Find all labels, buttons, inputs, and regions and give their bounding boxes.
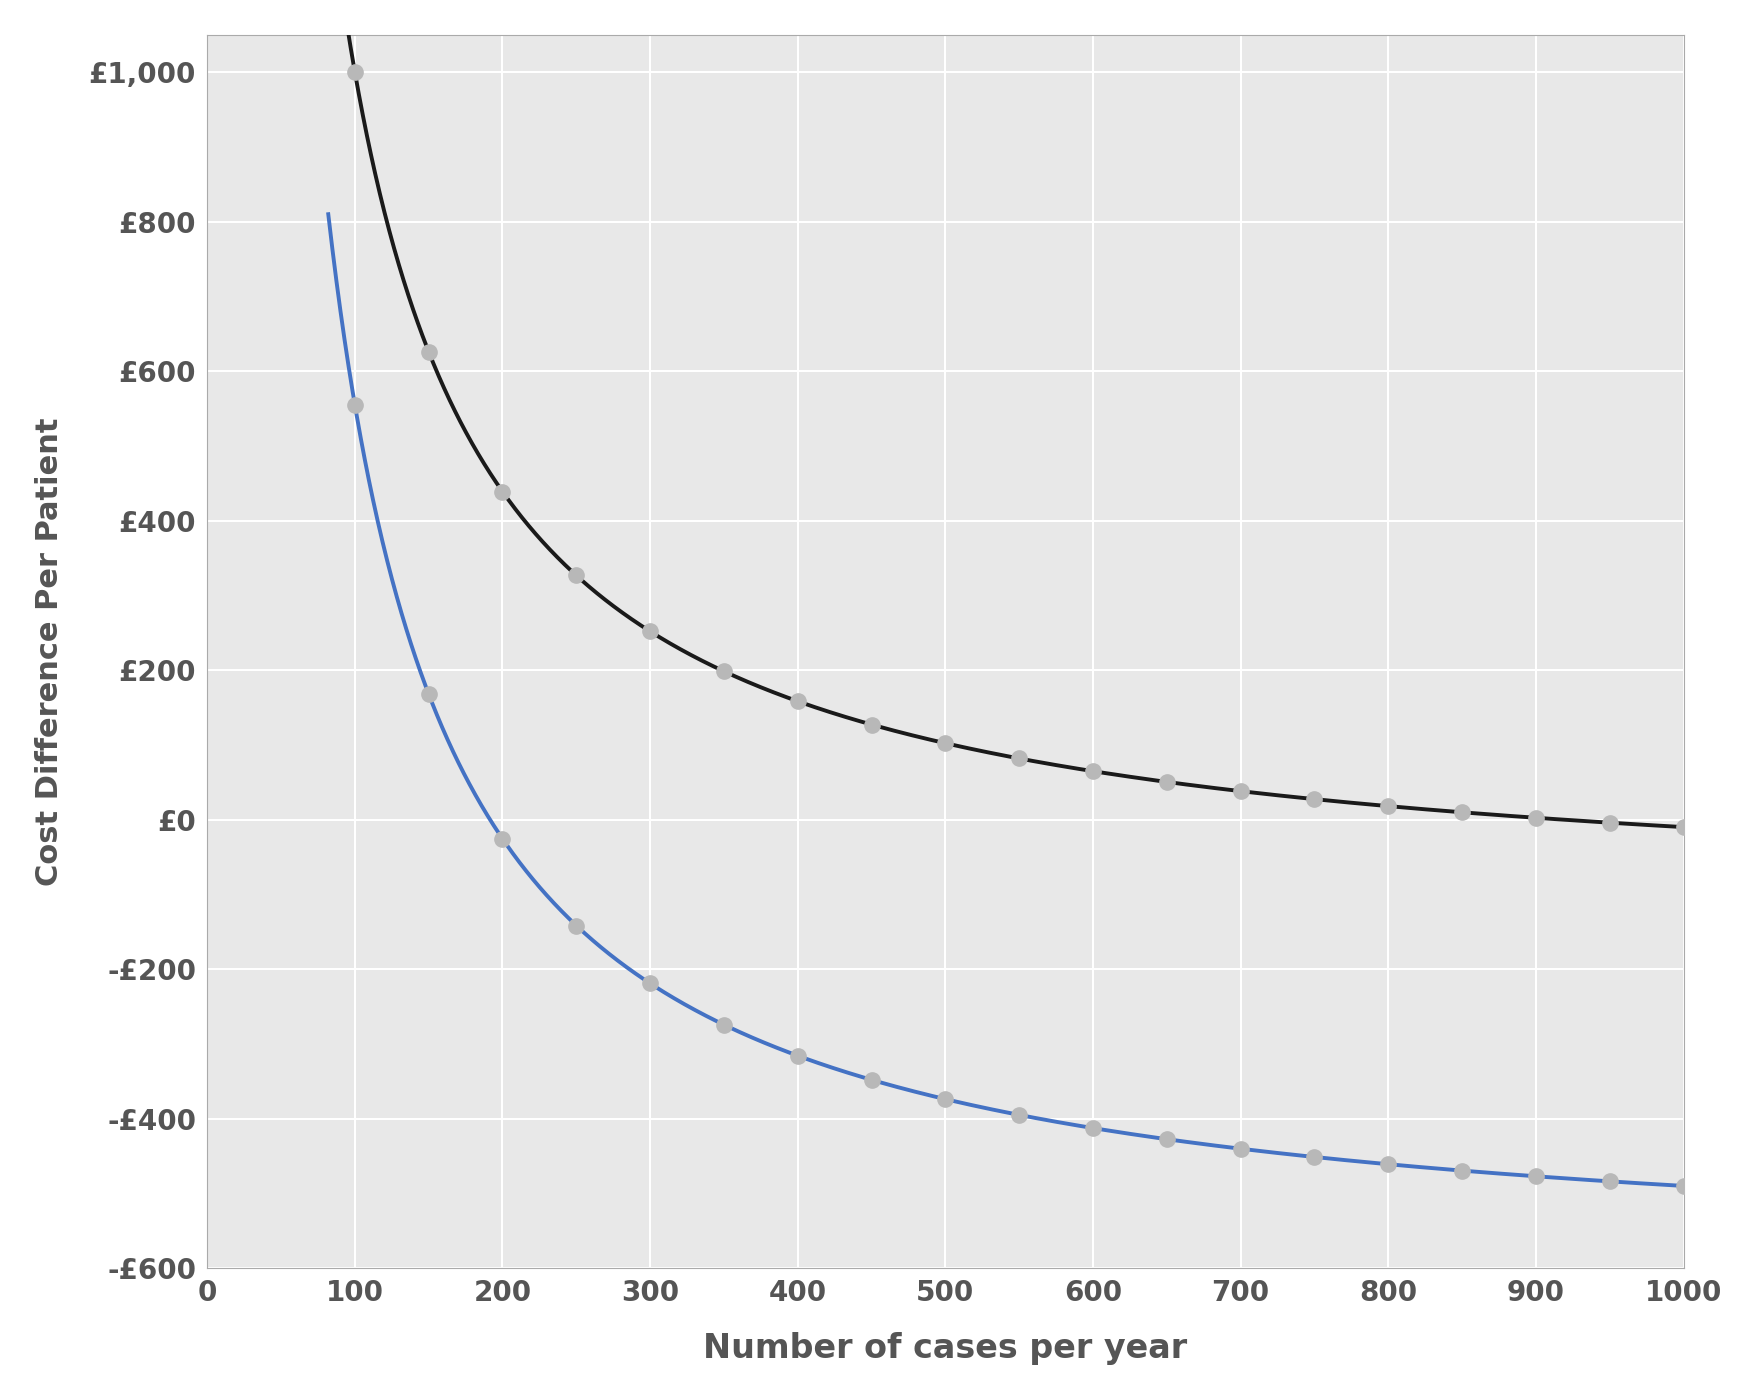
X-axis label: Number of cases per year: Number of cases per year [703,1333,1188,1365]
Y-axis label: Cost Difference Per Patient: Cost Difference Per Patient [35,417,63,886]
